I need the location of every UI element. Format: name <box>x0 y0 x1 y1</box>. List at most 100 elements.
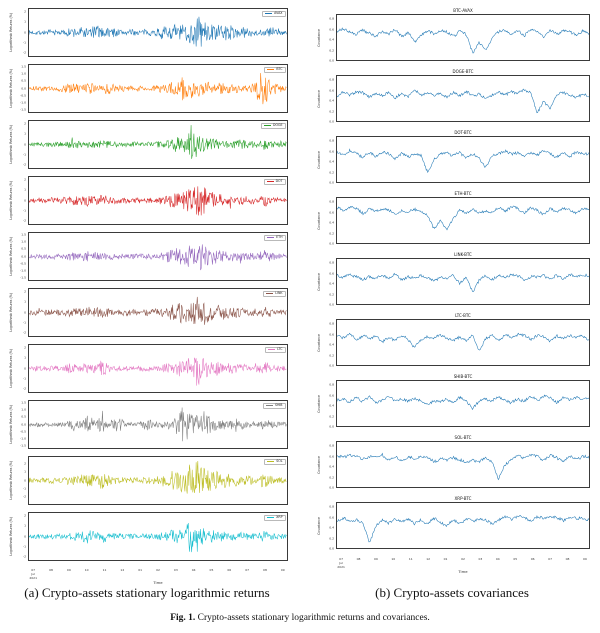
y-axis-title: Logarithmic Returns (%) <box>6 120 15 169</box>
x-axis-title: Time <box>153 580 163 585</box>
covariance-subplot-doge-btc: DOGE-BTC Covariance 0.8 0.6 0.4 0.2 0.0 <box>314 69 590 124</box>
returns-panel: Logarithmic Returns (%) 2 1 0 -1 -2 AVAX Logari… <box>6 8 288 585</box>
legend-label: XRP <box>276 515 283 519</box>
subplot-body: Covariance 0.8 0.6 0.4 0.2 0.0 <box>314 380 590 428</box>
y-axis-title-text: Logarithmic Returns (%) <box>8 237 13 276</box>
y-tick-label: 2 <box>24 461 26 466</box>
y-tick-label: 0.4 <box>329 37 334 42</box>
y-tick-label: 0.0 <box>21 422 26 426</box>
y-tick-label: 0.8 <box>329 16 334 21</box>
legend-label: SHIB <box>274 403 283 407</box>
y-tick-label: 0.0 <box>329 363 334 368</box>
y-axis-title-text: Logarithmic Returns (%) <box>8 69 13 108</box>
y-axis-title: Covariance <box>314 75 323 122</box>
y-axis: 0.8 0.6 0.4 0.2 0.0 <box>323 441 336 489</box>
y-tick-label: 0.0 <box>21 86 26 90</box>
y-tick-label: 0.8 <box>329 138 334 143</box>
y-tick-label: 0.5 <box>21 414 26 419</box>
covariance-subplot-link-btc: LINK-BTC Covariance 0.8 0.6 0.4 0.2 0.0 <box>314 252 590 306</box>
legend: AVAX <box>262 10 286 18</box>
subplot-title: SOL-BTC <box>454 435 472 440</box>
y-tick-label: 0 <box>24 30 26 34</box>
y-tick-label: -0.5 <box>20 93 26 98</box>
y-axis: 2 1 0 -1 -2 <box>15 512 28 561</box>
y-tick-label: 0.0 <box>329 180 334 185</box>
plot-area <box>336 441 590 488</box>
covariance-subplot-xrp-btc: XRP-BTC Covariance 0.8 0.6 0.4 0.2 0.0 <box>314 496 590 551</box>
x-tick-label: 07 Jul 2021 <box>29 568 38 580</box>
subplot-body: Covariance 0.8 0.6 0.4 0.2 0.0 <box>314 14 590 62</box>
y-axis-title-text: Covariance <box>316 28 321 47</box>
legend-line-swatch <box>267 517 275 519</box>
y-tick-label: 2 <box>24 121 26 126</box>
y-axis: 2 1 0 -1 -2 <box>15 120 28 169</box>
y-axis-title: Covariance <box>314 197 323 244</box>
y-axis: 0.8 0.6 0.4 0.2 0.0 <box>323 197 336 245</box>
y-tick-label: 0.4 <box>329 342 334 347</box>
plot-area: ETH <box>28 232 288 281</box>
y-axis-title-text: Logarithmic Returns (%) <box>8 181 13 220</box>
returns-subplot-avax: Logarithmic Returns (%) 2 1 0 -1 -2 AVAX <box>6 8 288 57</box>
legend: DOT <box>263 178 286 186</box>
y-tick-label: 0.6 <box>329 88 334 93</box>
y-tick-label: 0 <box>24 534 26 538</box>
plot-area: LINK <box>28 288 288 337</box>
y-axis-title: Logarithmic Returns (%) <box>6 400 15 449</box>
y-tick-label: 0.2 <box>329 231 334 236</box>
y-tick-label: 0.0 <box>329 119 334 124</box>
y-tick-label: 0.8 <box>329 504 334 509</box>
subplot-title: DOT-BTC <box>454 130 472 135</box>
y-tick-label: -2 <box>23 330 26 335</box>
legend-line-swatch <box>265 405 273 407</box>
covariance-subplot-ltc-btc: LTC-BTC Covariance 0.8 0.6 0.4 0.2 0.0 <box>314 313 590 368</box>
y-axis-title-text: Covariance <box>316 89 321 108</box>
y-tick-label: 1.0 <box>21 407 26 412</box>
returns-subplot-sol: Logarithmic Returns (%) 2 1 0 -1 -2 SOL <box>6 456 288 505</box>
y-axis: 2 1 0 -1 -2 <box>15 456 28 505</box>
y-axis-title: Covariance <box>314 380 323 427</box>
y-tick-label: 0 <box>24 366 26 370</box>
y-tick-label: -2 <box>23 218 26 223</box>
y-tick-label: 0.2 <box>329 353 334 358</box>
y-axis-title: Logarithmic Returns (%) <box>6 344 15 393</box>
y-tick-label: 0.6 <box>329 393 334 398</box>
plot-area <box>336 14 590 61</box>
legend: LTC <box>265 346 286 354</box>
y-axis-title: Covariance <box>314 14 323 61</box>
y-tick-label: 1 <box>24 523 26 528</box>
y-axis-title: Logarithmic Returns (%) <box>6 512 15 561</box>
y-axis-title-text: Logarithmic Returns (%) <box>8 293 13 332</box>
legend-label: ETH <box>276 235 283 239</box>
y-tick-label: 1 <box>24 469 26 474</box>
plot-area: LTC <box>28 344 288 393</box>
y-tick-label: 0.5 <box>21 78 26 83</box>
x-tick-label: 01 <box>138 568 143 572</box>
x-tick-label: 08 <box>356 557 361 561</box>
y-axis: 2 1 0 -1 -2 <box>15 176 28 225</box>
y-tick-label: 0.0 <box>329 546 334 551</box>
subplot-title: ETH-BTC <box>454 191 472 196</box>
y-axis-title: Covariance <box>314 258 323 305</box>
plot-area: AVAX <box>28 8 288 57</box>
figure-caption: Fig. 1. Crypto-assets stationary logarit… <box>0 613 600 623</box>
y-axis: 1.5 1.0 0.5 0.0 -0.5 -1.0 -1.5 <box>15 400 28 449</box>
y-axis-title: Logarithmic Returns (%) <box>6 288 15 337</box>
legend-label: DOT <box>275 179 283 183</box>
y-tick-label: -1 <box>23 208 26 213</box>
y-tick-label: 1 <box>24 187 26 192</box>
y-tick-label: 0.8 <box>329 77 334 82</box>
x-tick-label: 02 <box>461 557 465 561</box>
legend-line-swatch <box>267 69 275 71</box>
x-tick-label: 09 <box>373 557 378 561</box>
y-axis-title-text: Logarithmic Returns (%) <box>8 125 13 164</box>
plot-area: XRP <box>28 512 288 561</box>
legend: DOGE <box>261 122 286 130</box>
y-tick-label: 0.4 <box>329 220 334 225</box>
x-tick-label: 10 <box>84 568 89 572</box>
y-axis-title-text: Covariance <box>316 455 321 474</box>
legend-label: AVAX <box>274 11 283 15</box>
y-axis-title-text: Covariance <box>316 516 321 535</box>
y-tick-label: 0.2 <box>329 475 334 480</box>
x-tick-label: 06 <box>530 557 535 561</box>
subplot-body: Covariance 0.8 0.6 0.4 0.2 0.0 <box>314 75 590 124</box>
